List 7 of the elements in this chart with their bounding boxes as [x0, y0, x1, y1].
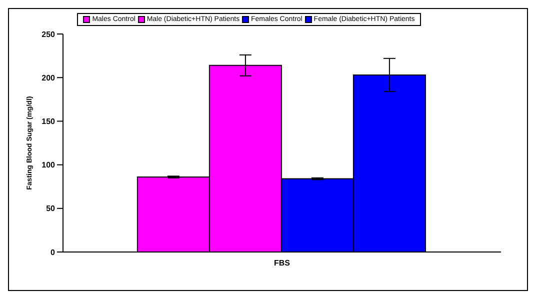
x-tick-label: FBS — [274, 258, 291, 268]
y-tick-label: 200 — [42, 73, 56, 82]
y-tick-label: 150 — [42, 117, 56, 126]
y-tick-label: 250 — [42, 30, 56, 39]
y-tick-label: 0 — [50, 248, 56, 257]
y-tick-label: 100 — [42, 160, 56, 170]
y-tick-label: 50 — [46, 204, 56, 214]
